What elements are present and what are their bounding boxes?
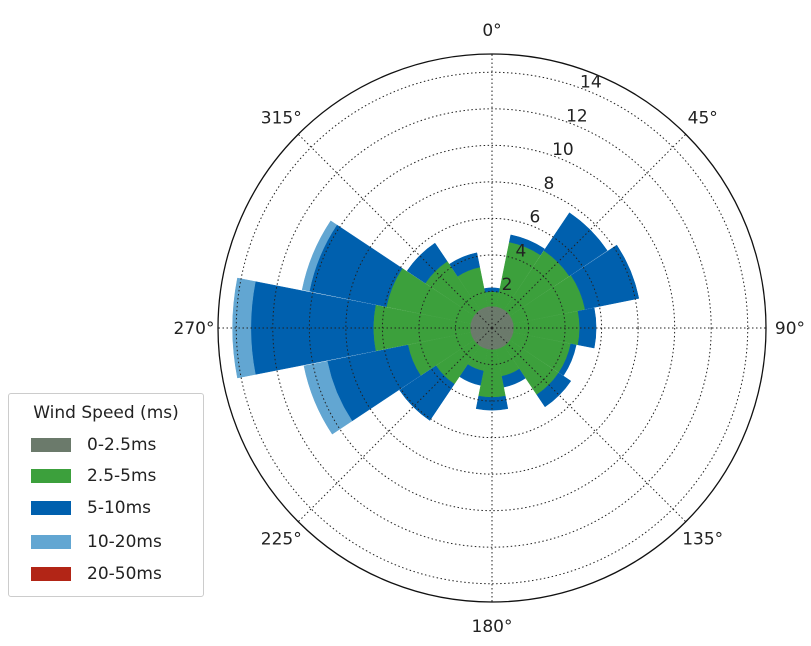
- legend-title: Wind Speed (ms): [33, 403, 179, 423]
- bar-157.5deg-5-10ms: [501, 368, 526, 388]
- radial-tick-label-10: 10: [552, 140, 574, 160]
- angular-gridline-315: [297, 133, 493, 329]
- bar-90deg-5-10ms: [577, 307, 597, 349]
- polar-outer-circle: [217, 53, 767, 603]
- angular-gridline-135: [491, 327, 687, 523]
- bar-270deg-10-20ms: [232, 277, 256, 379]
- bar-292.5deg-10-20ms: [301, 220, 338, 292]
- legend-item-2.5-5ms: 2.5-5ms: [31, 466, 156, 486]
- direction-tick-labels: 0° 45° 90° 135° 180° 225° 270° 315°: [174, 21, 806, 637]
- legend-item-10-20ms: 10-20ms: [31, 532, 162, 552]
- legend-swatch-20-50ms: [31, 567, 71, 581]
- bar-247.5deg-10-20ms: [303, 360, 353, 435]
- radial-gridline-12: [272, 108, 712, 548]
- legend-swatch-10-20ms: [31, 535, 71, 549]
- direction-label-315: 315°: [261, 108, 302, 128]
- direction-label-225: 225°: [261, 530, 302, 550]
- legend-label-0-2.5ms: 0-2.5ms: [87, 435, 157, 455]
- direction-label-90: 90°: [775, 319, 805, 339]
- radial-gridline-14: [235, 71, 749, 585]
- bar-112.5deg-5-10ms: [558, 343, 577, 376]
- legend-label-10-20ms: 10-20ms: [87, 532, 162, 552]
- legend-swatch-0-2.5ms: [31, 438, 71, 452]
- legend-label-2.5-5ms: 2.5-5ms: [87, 466, 157, 486]
- legend: Wind Speed (ms) 0-2.5ms 2.5-5ms 5-10ms 1…: [8, 393, 204, 597]
- bar-315deg-5-10ms: [406, 242, 448, 284]
- legend-swatch-5-10ms: [31, 501, 71, 515]
- angular-gridline-225: [297, 327, 493, 523]
- legend-item-0-2.5ms: 0-2.5ms: [31, 435, 156, 455]
- bar-135deg-5-10ms: [536, 372, 572, 408]
- bar-337.5deg-5-10ms: [449, 252, 481, 277]
- radial-tick-label-6: 6: [530, 208, 541, 228]
- radial-tick-label-2: 2: [502, 275, 513, 295]
- legend-swatch-2.5-5ms: [31, 469, 71, 483]
- legend-label-20-50ms: 20-50ms: [87, 564, 162, 584]
- angular-gridline-45: [491, 133, 687, 329]
- radial-tick-label-4: 4: [516, 241, 527, 261]
- direction-label-45: 45°: [688, 108, 718, 128]
- radial-tick-label-14: 14: [580, 73, 602, 93]
- radial-gridline-6: [381, 217, 603, 439]
- direction-label-135: 135°: [682, 530, 723, 550]
- legend-item-20-50ms: 20-50ms: [31, 564, 162, 584]
- legend-label-5-10ms: 5-10ms: [87, 498, 151, 518]
- wind-rose-bars: [232, 212, 640, 435]
- radial-gridline-10: [308, 144, 676, 512]
- radial-gridline-8: [345, 181, 639, 475]
- radial-tick-label-12: 12: [566, 106, 588, 126]
- legend-item-5-10ms: 5-10ms: [31, 498, 151, 518]
- bar-22.5deg-5-10ms: [509, 234, 545, 256]
- direction-label-180: 180°: [472, 617, 513, 637]
- polar-grid: [217, 53, 767, 603]
- radial-tick-label-8: 8: [544, 174, 555, 194]
- bar-180deg-5-10ms: [475, 395, 509, 411]
- direction-label-270: 270°: [174, 319, 215, 339]
- direction-label-0: 0°: [482, 21, 501, 41]
- bar-45deg-5-10ms: [543, 212, 608, 277]
